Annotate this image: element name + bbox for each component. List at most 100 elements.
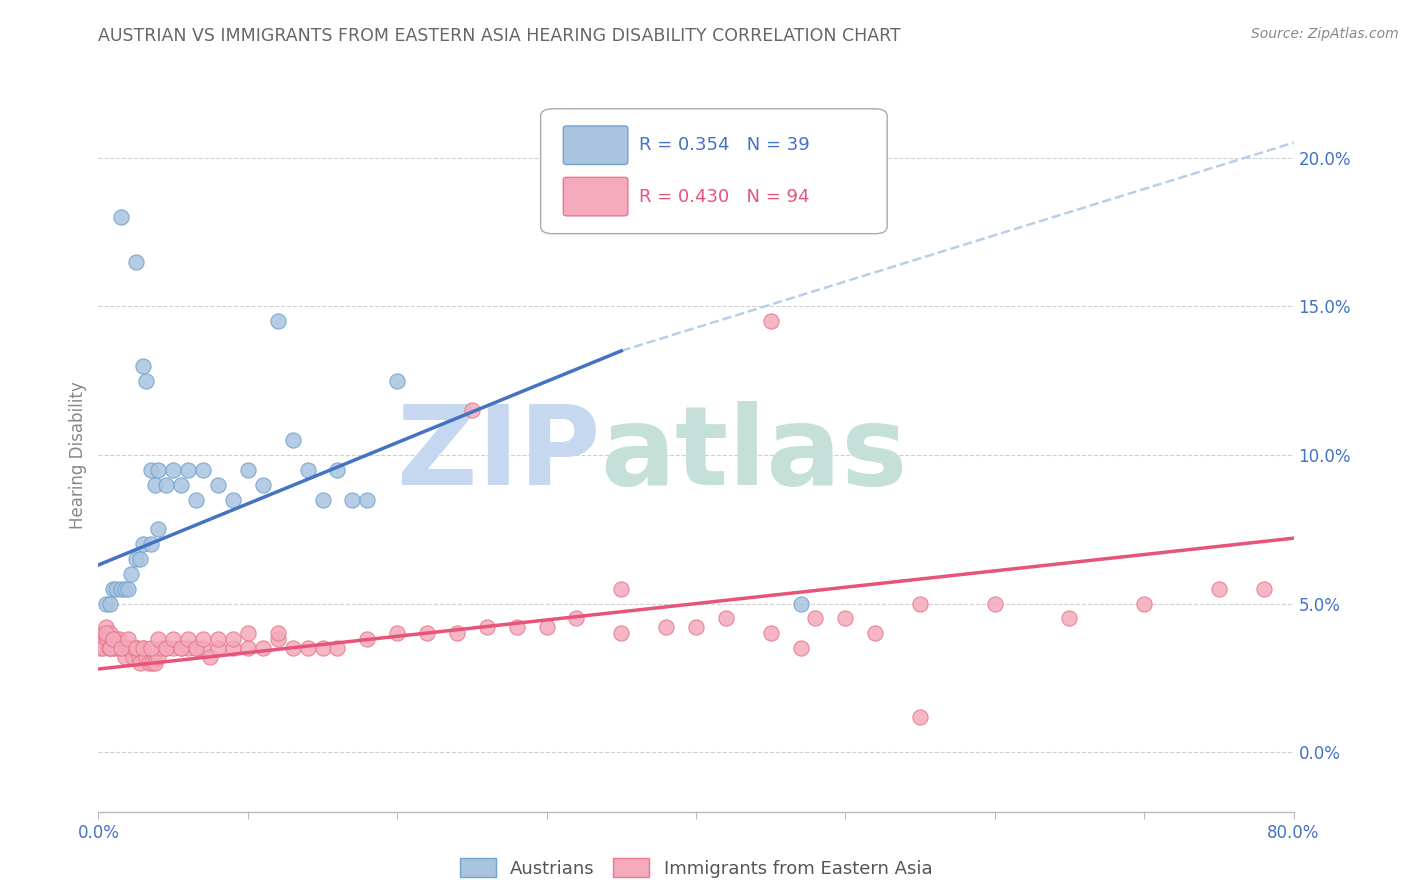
Point — [135, 374, 157, 388]
Point — [103, 582, 125, 596]
Point — [100, 597, 122, 611]
Point — [222, 632, 245, 647]
Point — [908, 597, 931, 611]
Point — [118, 641, 141, 656]
Point — [356, 632, 378, 647]
Point — [610, 582, 633, 596]
Point — [184, 492, 207, 507]
Point — [150, 641, 173, 656]
Point — [207, 641, 229, 656]
Point — [107, 641, 129, 656]
Point — [148, 632, 170, 647]
Point — [114, 582, 136, 596]
Point — [125, 254, 148, 268]
Point — [138, 656, 160, 670]
Point — [124, 641, 146, 656]
Point — [103, 632, 125, 647]
Point — [125, 641, 148, 656]
Point — [222, 492, 245, 507]
Point — [446, 626, 468, 640]
Point — [117, 582, 139, 596]
Point — [789, 641, 811, 656]
Point — [1208, 582, 1230, 596]
Point — [108, 632, 131, 647]
Point — [121, 650, 143, 665]
Point — [267, 314, 290, 328]
Point — [105, 632, 128, 647]
Point — [222, 641, 245, 656]
Point — [90, 632, 112, 647]
Point — [191, 463, 214, 477]
Point — [281, 433, 304, 447]
Point — [91, 641, 114, 656]
Point — [252, 641, 274, 656]
Point — [461, 403, 484, 417]
Point — [536, 620, 558, 634]
Point — [132, 359, 155, 373]
Point — [114, 650, 136, 665]
Legend: Austrians, Immigrants from Eastern Asia: Austrians, Immigrants from Eastern Asia — [453, 851, 939, 885]
Point — [326, 463, 349, 477]
Point — [297, 463, 319, 477]
Point — [139, 463, 162, 477]
Point — [125, 641, 148, 656]
Point — [162, 641, 184, 656]
Point — [984, 597, 1007, 611]
Point — [416, 626, 439, 640]
Point — [129, 656, 152, 670]
Point — [655, 620, 678, 634]
FancyBboxPatch shape — [564, 126, 628, 164]
Point — [94, 626, 117, 640]
Point — [759, 626, 782, 640]
Point — [162, 463, 184, 477]
Point — [685, 620, 707, 634]
Text: atlas: atlas — [600, 401, 908, 508]
Point — [385, 374, 409, 388]
Point — [115, 641, 138, 656]
Point — [169, 641, 191, 656]
Point — [97, 641, 120, 656]
Point — [117, 641, 139, 656]
Point — [127, 641, 149, 656]
FancyBboxPatch shape — [540, 109, 887, 234]
Point — [177, 632, 200, 647]
Point — [356, 492, 378, 507]
Point — [148, 463, 170, 477]
Point — [155, 641, 177, 656]
Point — [93, 626, 115, 640]
Point — [1059, 611, 1081, 625]
Point — [120, 566, 142, 581]
Point — [155, 641, 177, 656]
Point — [177, 463, 200, 477]
Point — [297, 641, 319, 656]
Point — [141, 656, 163, 670]
Point — [1133, 597, 1156, 611]
Point — [834, 611, 856, 625]
Y-axis label: Hearing Disability: Hearing Disability — [69, 381, 87, 529]
Point — [94, 620, 117, 634]
Point — [110, 582, 132, 596]
Point — [169, 641, 191, 656]
Point — [311, 641, 333, 656]
Point — [714, 611, 737, 625]
Point — [236, 463, 259, 477]
Point — [89, 641, 111, 656]
Point — [110, 641, 132, 656]
Point — [101, 641, 124, 656]
Point — [863, 626, 887, 640]
Point — [200, 650, 222, 665]
Point — [100, 626, 122, 640]
Point — [132, 641, 155, 656]
FancyBboxPatch shape — [564, 178, 628, 216]
Point — [565, 611, 588, 625]
Point — [139, 641, 162, 656]
Point — [112, 641, 135, 656]
Point — [506, 620, 529, 634]
Point — [184, 641, 207, 656]
Point — [177, 641, 200, 656]
Point — [110, 210, 132, 224]
Point — [94, 597, 117, 611]
Point — [908, 709, 931, 723]
Point — [105, 582, 128, 596]
Point — [129, 552, 152, 566]
